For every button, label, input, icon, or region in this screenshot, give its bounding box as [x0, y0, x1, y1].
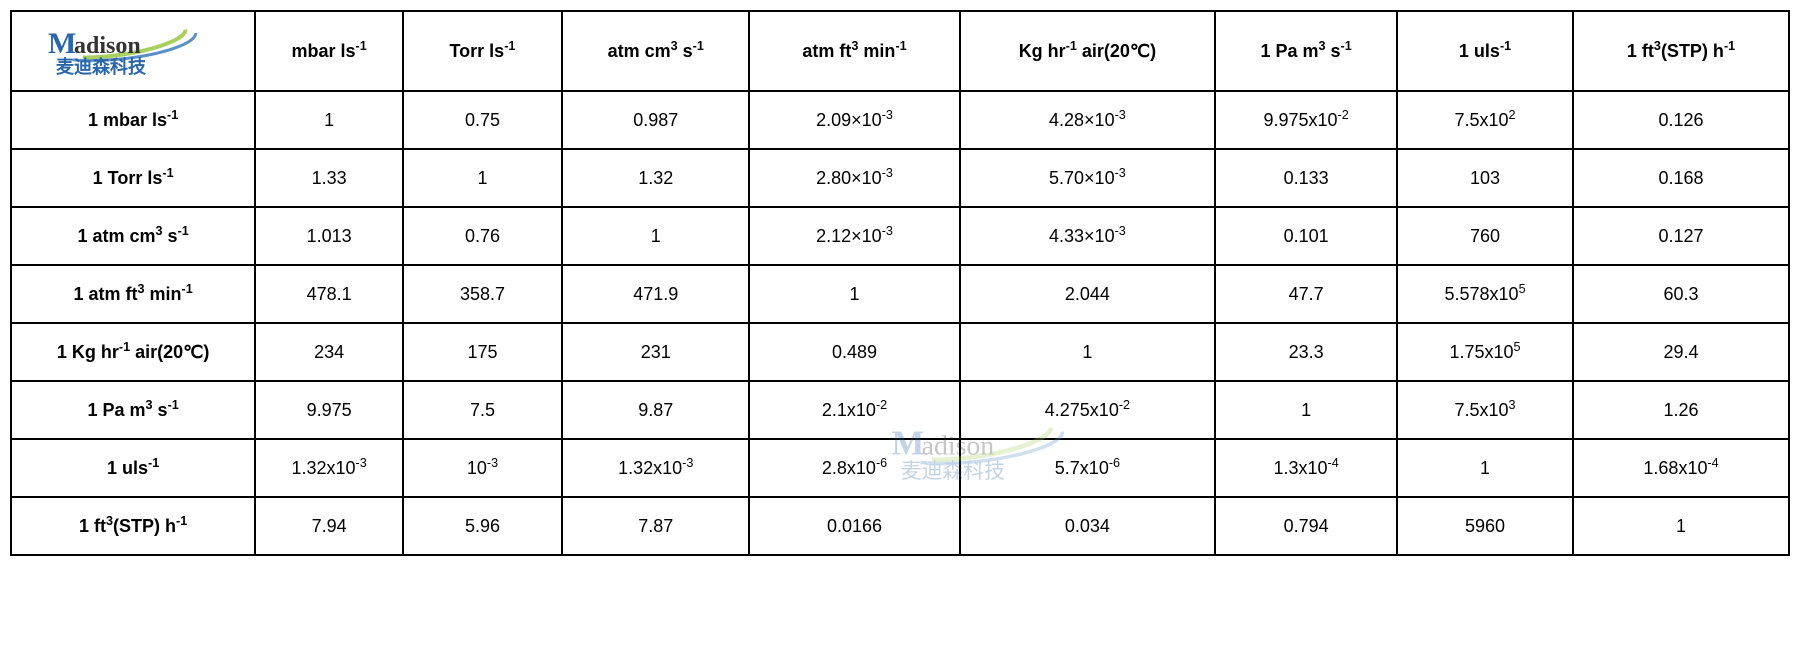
header-logo-cell: M adison 麦迪森科技: [11, 11, 255, 91]
table-cell: 5.578x105: [1397, 265, 1573, 323]
table-cell: 1.3x10-4: [1215, 439, 1397, 497]
row-header: 1 mbar ls-1: [11, 91, 255, 149]
table-cell: 1.013: [255, 207, 403, 265]
table-cell: 7.5x102: [1397, 91, 1573, 149]
table-cell: 2.12×10-3: [749, 207, 959, 265]
table-cell: 0.133: [1215, 149, 1397, 207]
table-cell: 1: [562, 207, 749, 265]
table-cell: 0.76: [403, 207, 562, 265]
table-cell: 0.794: [1215, 497, 1397, 555]
table-row: 1 mbar ls-110.750.9872.09×10-34.28×10-39…: [11, 91, 1789, 149]
table-cell: 1.32: [562, 149, 749, 207]
table-cell: 1: [960, 323, 1216, 381]
table-cell: 234: [255, 323, 403, 381]
table-cell: 1.26: [1573, 381, 1789, 439]
table-cell: 60.3: [1573, 265, 1789, 323]
table-header-row: M adison 麦迪森科技 mbar ls-1 Torr ls-1 atm c…: [11, 11, 1789, 91]
table-cell: 2.80×10-3: [749, 149, 959, 207]
table-cell: 1.32x10-3: [255, 439, 403, 497]
svg-text:麦迪森科技: 麦迪森科技: [56, 56, 147, 77]
table-body: 1 mbar ls-110.750.9872.09×10-34.28×10-39…: [11, 91, 1789, 555]
table-cell: 1.32x10-3: [562, 439, 749, 497]
table-cell: 2.8x10-6: [749, 439, 959, 497]
table-cell: 2.044: [960, 265, 1216, 323]
table-cell: 1.68x10-4: [1573, 439, 1789, 497]
column-header: 1 ft3(STP) h-1: [1573, 11, 1789, 91]
table-cell: 0.168: [1573, 149, 1789, 207]
table-cell: 0.101: [1215, 207, 1397, 265]
table-cell: 103: [1397, 149, 1573, 207]
column-header: atm ft3 min-1: [749, 11, 959, 91]
table-cell: 1: [255, 91, 403, 149]
table-cell: 1: [1573, 497, 1789, 555]
table-cell: 0.0166: [749, 497, 959, 555]
svg-text:M: M: [48, 27, 76, 60]
table-cell: 1.33: [255, 149, 403, 207]
table-cell: 9.975: [255, 381, 403, 439]
table-cell: 23.3: [1215, 323, 1397, 381]
table-cell: 478.1: [255, 265, 403, 323]
table-cell: 0.127: [1573, 207, 1789, 265]
table-cell: 0.75: [403, 91, 562, 149]
table-cell: 2.09×10-3: [749, 91, 959, 149]
table-cell: 5.70×10-3: [960, 149, 1216, 207]
table-cell: 5.96: [403, 497, 562, 555]
table-cell: 471.9: [562, 265, 749, 323]
table-cell: 231: [562, 323, 749, 381]
table-cell: 4.275x10-2: [960, 381, 1216, 439]
column-header: 1 uls-1: [1397, 11, 1573, 91]
table-row: 1 uls-11.32x10-310-31.32x10-32.8x10-65.7…: [11, 439, 1789, 497]
column-header: atm cm3 s-1: [562, 11, 749, 91]
conversion-table-container: M adison 麦迪森科技 mbar ls-1 Torr ls-1 atm c…: [10, 10, 1795, 556]
table-cell: 1.75x105: [1397, 323, 1573, 381]
table-cell: 0.034: [960, 497, 1216, 555]
row-header: 1 atm cm3 s-1: [11, 207, 255, 265]
table-cell: 29.4: [1573, 323, 1789, 381]
row-header: 1 uls-1: [11, 439, 255, 497]
table-cell: 358.7: [403, 265, 562, 323]
table-cell: 4.33×10-3: [960, 207, 1216, 265]
table-cell: 7.94: [255, 497, 403, 555]
table-cell: 4.28×10-3: [960, 91, 1216, 149]
table-cell: 0.987: [562, 91, 749, 149]
conversion-table: M adison 麦迪森科技 mbar ls-1 Torr ls-1 atm c…: [10, 10, 1790, 556]
table-cell: 7.87: [562, 497, 749, 555]
table-cell: 7.5: [403, 381, 562, 439]
column-header: Torr ls-1: [403, 11, 562, 91]
table-cell: 5960: [1397, 497, 1573, 555]
table-row: 1 Torr ls-11.3311.322.80×10-35.70×10-30.…: [11, 149, 1789, 207]
table-row: 1 atm ft3 min-1478.1358.7471.912.04447.7…: [11, 265, 1789, 323]
table-cell: 1: [749, 265, 959, 323]
table-cell: 5.7x10-6: [960, 439, 1216, 497]
table-cell: 0.489: [749, 323, 959, 381]
table-cell: 9.975x10-2: [1215, 91, 1397, 149]
madison-logo: M adison 麦迪森科技: [38, 19, 228, 79]
table-cell: 0.126: [1573, 91, 1789, 149]
table-cell: 47.7: [1215, 265, 1397, 323]
row-header: 1 Kg hr-1 air(20℃): [11, 323, 255, 381]
row-header: 1 ft3(STP) h-1: [11, 497, 255, 555]
column-header: mbar ls-1: [255, 11, 403, 91]
row-header: 1 Pa m3 s-1: [11, 381, 255, 439]
table-cell: 1: [403, 149, 562, 207]
row-header: 1 atm ft3 min-1: [11, 265, 255, 323]
table-row: 1 atm cm3 s-11.0130.7612.12×10-34.33×10-…: [11, 207, 1789, 265]
table-cell: 1: [1397, 439, 1573, 497]
table-row: 1 ft3(STP) h-17.945.967.870.01660.0340.7…: [11, 497, 1789, 555]
table-cell: 7.5x103: [1397, 381, 1573, 439]
table-cell: 1: [1215, 381, 1397, 439]
svg-text:adison: adison: [74, 33, 141, 59]
table-row: 1 Kg hr-1 air(20℃)2341752310.489123.31.7…: [11, 323, 1789, 381]
table-cell: 2.1x10-2: [749, 381, 959, 439]
table-cell: 10-3: [403, 439, 562, 497]
table-row: 1 Pa m3 s-19.9757.59.872.1x10-24.275x10-…: [11, 381, 1789, 439]
table-cell: 175: [403, 323, 562, 381]
column-header: 1 Pa m3 s-1: [1215, 11, 1397, 91]
table-cell: 9.87: [562, 381, 749, 439]
table-cell: 760: [1397, 207, 1573, 265]
row-header: 1 Torr ls-1: [11, 149, 255, 207]
column-header: Kg hr-1 air(20℃): [960, 11, 1216, 91]
